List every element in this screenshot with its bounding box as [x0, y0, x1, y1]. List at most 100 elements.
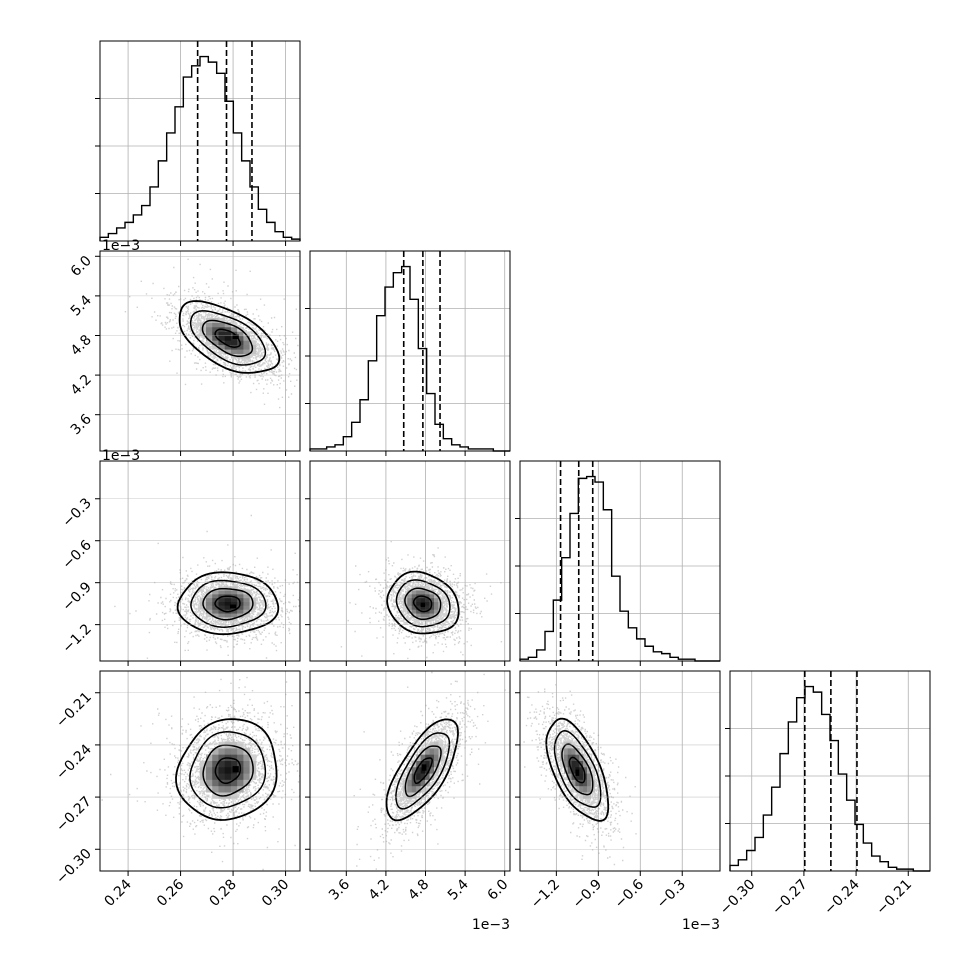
density-cell: [224, 331, 232, 337]
density-cell: [416, 760, 421, 768]
density-cell: [243, 340, 250, 346]
density-cell: [411, 609, 417, 614]
panel-3-3: [725, 670, 931, 876]
density-cell: [407, 594, 413, 599]
panel-3-2: [515, 670, 721, 876]
density-cell: [230, 601, 238, 606]
density-cell: [420, 613, 426, 618]
density-cell: [583, 779, 588, 787]
density-peak: [420, 603, 426, 607]
density-cell: [218, 335, 226, 341]
y-tick-label: 4.2: [68, 372, 95, 399]
density-cell: [249, 349, 257, 355]
y-tick-label: 5.4: [68, 292, 95, 319]
x-tick-label: 4.8: [405, 877, 432, 904]
density-cell: [230, 760, 238, 768]
density-cell: [586, 785, 592, 793]
density-cell: [218, 322, 226, 328]
panel-0-0: [95, 40, 301, 246]
density-cell: [224, 773, 232, 780]
density-cell: [586, 766, 592, 774]
density-peak: [232, 766, 239, 773]
density-cell: [434, 605, 439, 610]
density-cell: [420, 773, 426, 780]
density-cell: [212, 609, 219, 614]
density-cell: [224, 326, 232, 332]
density-cell: [224, 349, 232, 355]
density-cell: [411, 594, 417, 599]
contour-line: [202, 744, 254, 797]
density-cell: [407, 792, 413, 799]
density-layer: [520, 684, 720, 866]
density-cell: [199, 605, 207, 610]
contour-line: [178, 300, 281, 374]
density-cell: [249, 340, 257, 346]
density-cell: [429, 605, 435, 610]
contour-line: [545, 717, 610, 822]
panel-frame: [309, 250, 511, 452]
x-tick-label: −0.6: [612, 876, 647, 911]
panel-frame: [519, 460, 721, 662]
density-cell: [212, 326, 219, 332]
contour-line: [553, 730, 602, 808]
y-offset-label: 1e−3: [102, 238, 140, 254]
density-cell: [224, 785, 232, 793]
contour-line: [189, 731, 267, 809]
x-tick-label: 0.30: [259, 877, 292, 910]
contour-line: [386, 570, 460, 635]
density-cell: [212, 773, 219, 780]
y-tick-label: −0.24: [53, 741, 95, 783]
density-cell: [425, 766, 430, 774]
density-cell: [579, 792, 584, 799]
density-cell: [243, 349, 250, 355]
contour-line: [395, 732, 451, 810]
density-cell: [206, 335, 213, 341]
density-cell: [586, 779, 592, 787]
x-tick-label: 0.28: [207, 877, 240, 910]
density-cell: [243, 344, 250, 350]
density-cell: [429, 613, 435, 618]
density-cell: [411, 590, 417, 595]
density-peak: [421, 764, 427, 771]
density-cell: [579, 760, 584, 768]
x-tick-label: −0.30: [717, 877, 759, 919]
density-cell: [212, 748, 219, 755]
density-cell: [230, 349, 238, 355]
density-cell: [243, 609, 250, 614]
density-cell: [230, 590, 238, 595]
panel-2-0: [95, 460, 301, 666]
density-layer: [100, 498, 300, 659]
density-cell: [243, 601, 250, 606]
density-cell: [237, 344, 244, 350]
panel-frame: [519, 670, 721, 872]
density-cell: [420, 760, 426, 768]
density-cell: [563, 754, 569, 761]
density-cell: [218, 605, 226, 610]
panel-frame: [99, 40, 301, 242]
density-cell: [206, 754, 213, 761]
density-cell: [218, 609, 226, 614]
density-cell: [212, 754, 219, 761]
density-cell: [425, 601, 430, 606]
density-cell: [416, 605, 421, 610]
contour-line: [395, 579, 451, 628]
density-cell: [249, 605, 257, 610]
density-cell: [218, 766, 226, 774]
density-layer: [310, 671, 510, 871]
density-cell: [206, 779, 213, 787]
density-cell: [243, 597, 250, 603]
histogram-0: [99, 55, 301, 241]
panel-1-0: [95, 250, 301, 456]
contour-line: [175, 718, 278, 821]
histogram-3: [729, 685, 930, 872]
density-cell: [206, 331, 213, 337]
density-peak: [229, 604, 237, 609]
density-cell: [218, 597, 226, 603]
density-cell: [212, 594, 219, 599]
scatter-points: [114, 514, 300, 659]
density-cell: [583, 785, 588, 793]
density-cell: [567, 754, 572, 761]
scatter-points: [124, 258, 299, 409]
density-cell: [237, 590, 244, 595]
